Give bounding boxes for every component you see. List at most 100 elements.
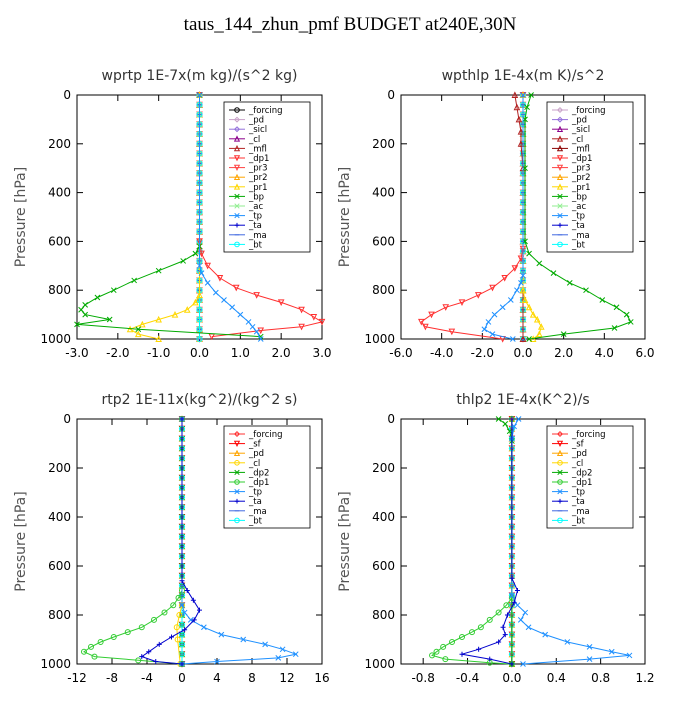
data-point: [536, 260, 543, 267]
y-tick-label: 400: [48, 510, 71, 524]
legend-entry: _ta: [229, 221, 262, 231]
data-point: [627, 319, 634, 325]
chart-title: thlp2 1E-4x(K^2)/s: [456, 392, 589, 408]
data-point: [173, 624, 180, 631]
y-tick-label: 0: [387, 88, 395, 102]
y-tick-label: 400: [372, 186, 395, 200]
y-tick-label: 800: [48, 608, 71, 622]
legend-marker: [233, 440, 241, 448]
data-point: [515, 115, 523, 123]
x-tick-label: 4: [213, 671, 221, 685]
y-tick-label: 600: [48, 234, 71, 248]
x-tick-label: 12: [279, 671, 294, 685]
data-point: [179, 641, 185, 648]
legend-marker: [556, 440, 564, 448]
data-point: [262, 641, 268, 648]
data-point: [496, 639, 502, 645]
legend-entry: _forcing: [229, 430, 283, 440]
data-point: [131, 277, 138, 284]
series-tp: [179, 416, 299, 667]
data-point: [500, 624, 506, 630]
y-axis-label: Pressure [hPa]: [337, 491, 353, 591]
data-point: [519, 335, 527, 342]
legend-marker: [234, 203, 240, 209]
chart-title: wprtp 1E-7x(m kg)/(s^2 kg): [102, 68, 298, 84]
y-tick-label: 400: [372, 510, 395, 524]
legend-marker: [234, 212, 240, 219]
legend-marker: [556, 155, 564, 162]
x-tick-label: 1.0: [231, 346, 250, 360]
data-point: [511, 91, 519, 98]
legend-entry: _ma: [229, 231, 267, 241]
legend-marker: [556, 164, 564, 172]
data-point: [550, 270, 557, 276]
data-point: [88, 643, 94, 650]
data-point: [611, 325, 618, 331]
x-tick-label: 2.0: [272, 346, 291, 360]
legend-label: _sicl: [571, 125, 590, 135]
legend-label: _forcing: [248, 106, 283, 116]
data-point: [517, 140, 525, 147]
data-point: [198, 270, 205, 276]
data-point: [183, 306, 191, 313]
legend-label: _pr3: [248, 164, 268, 174]
legend-entry: _sicl: [552, 125, 590, 135]
data-point: [514, 588, 520, 593]
data-point: [192, 298, 199, 306]
series-dp1: [81, 416, 185, 667]
legend-label: _pr2: [571, 173, 591, 183]
data-point: [212, 289, 219, 296]
legend-entry: _dp1: [229, 154, 269, 164]
data-point: [155, 267, 162, 274]
legend-entry: _tp: [229, 488, 262, 498]
y-axis-label: Pressure [hPa]: [13, 491, 29, 591]
data-point: [458, 299, 466, 307]
legend-marker: [233, 135, 241, 142]
legend-marker: [233, 183, 241, 190]
legend-marker: [234, 222, 240, 228]
data-point: [442, 304, 450, 311]
data-point: [502, 421, 509, 427]
data-point: [146, 649, 152, 655]
data-point: [626, 652, 633, 659]
legend-label: _mfl: [571, 144, 590, 154]
legend-entry: _tp: [552, 212, 585, 222]
data-point: [184, 588, 190, 593]
legend-entry: _pd: [229, 116, 264, 126]
legend-entry: _ta: [229, 497, 262, 507]
data-point: [175, 594, 182, 601]
legend-label: _ac: [248, 202, 263, 212]
legend-label: _pd: [571, 116, 587, 126]
data-point: [504, 612, 510, 618]
legend-entry: _tp: [229, 212, 262, 222]
data-point: [81, 648, 87, 655]
legend-entry: _dp2: [229, 468, 269, 478]
data-point: [477, 624, 484, 631]
legend-label: _cl: [248, 459, 260, 469]
legend-label: _pr1: [571, 183, 591, 193]
data-point: [318, 318, 326, 326]
legend-entry: _ac: [229, 202, 263, 212]
legend-entry: _bp: [229, 192, 264, 202]
y-tick-label: 600: [372, 234, 395, 248]
x-tick-label: 2.0: [554, 346, 573, 360]
data-point: [509, 416, 515, 422]
y-tick-label: 1000: [40, 332, 71, 346]
data-point: [191, 617, 197, 623]
y-tick-label: 1000: [364, 332, 395, 346]
data-point: [520, 272, 526, 279]
data-point: [151, 616, 157, 623]
legend-marker: [557, 203, 563, 209]
data-point: [537, 323, 545, 330]
data-point: [204, 280, 211, 286]
data-point: [520, 92, 526, 98]
data-point: [474, 292, 482, 299]
legend-marker: [557, 460, 563, 466]
legend-label: _tp: [248, 488, 262, 498]
legend-label: _ac: [571, 202, 586, 212]
x-tick-label: 0.0: [190, 346, 209, 360]
x-tick-label: 0.0: [513, 346, 532, 360]
legend-label: _tp: [571, 212, 585, 222]
chart-title: rtp2 1E-11x(kg^2)/(kg^2 s): [102, 392, 298, 408]
series-line: [483, 95, 524, 340]
